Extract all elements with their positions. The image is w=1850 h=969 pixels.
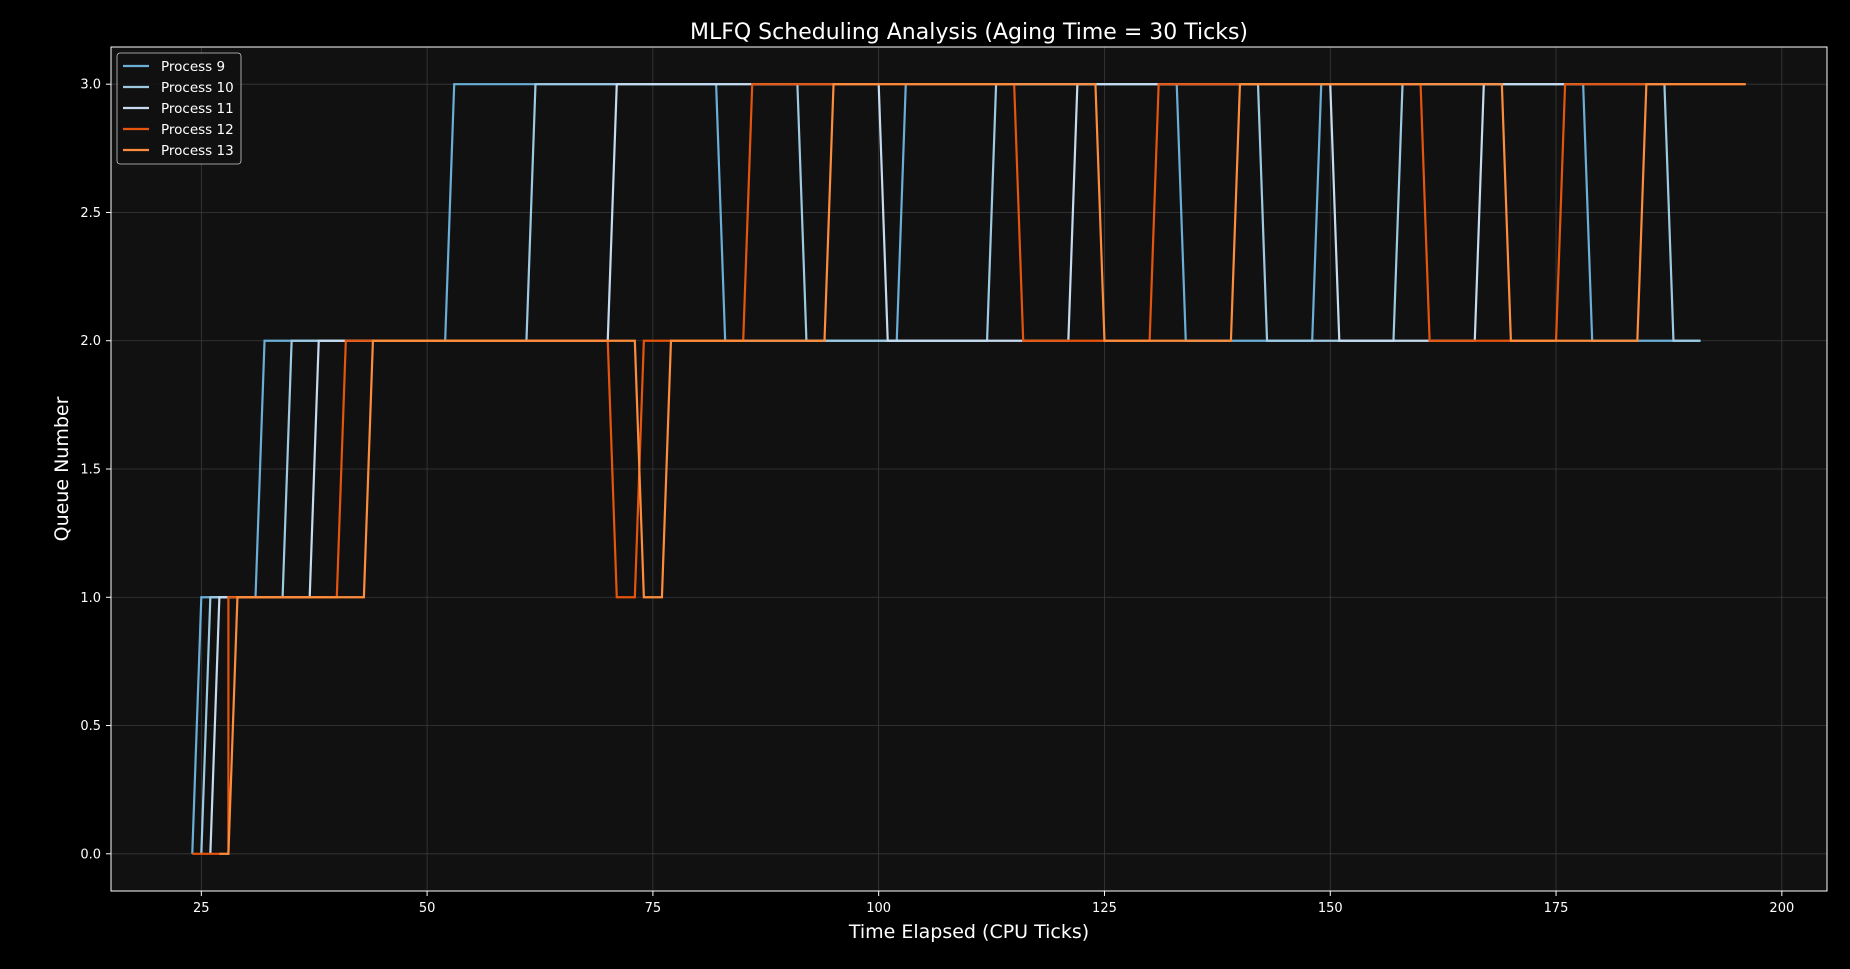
x-tick-label: 25 <box>193 901 210 916</box>
x-tick-label: 50 <box>419 901 436 916</box>
legend-label: Process 12 <box>161 122 234 138</box>
y-axis-ticks: 0.0 0.5 1.0 1.5 2.0 2.5 3.0 <box>80 78 111 862</box>
y-tick-label: 2.5 <box>80 206 101 221</box>
x-tick-label: 75 <box>645 901 662 916</box>
chart-title: MLFQ Scheduling Analysis (Aging Time = 3… <box>690 20 1248 45</box>
legend-label: Process 9 <box>161 59 225 75</box>
y-tick-label: 0.0 <box>80 847 101 862</box>
y-tick-label: 0.5 <box>80 719 101 734</box>
legend-box <box>116 52 242 165</box>
y-tick-label: 1.5 <box>80 463 101 478</box>
y-axis-label: Queue Number <box>51 396 73 541</box>
y-tick-label: 3.0 <box>80 78 101 93</box>
series-line-process-13 <box>219 83 1746 855</box>
legend-label: Process 10 <box>161 80 234 96</box>
legend-label: Process 13 <box>161 143 234 159</box>
series-line-process-12 <box>192 83 1746 855</box>
x-tick-label: 175 <box>1544 901 1569 916</box>
y-tick-label: 2.0 <box>80 334 101 349</box>
x-tick-label: 125 <box>1092 901 1117 916</box>
x-tick-label: 200 <box>1769 901 1794 916</box>
y-tick-label: 1.0 <box>80 591 101 606</box>
x-axis-label: Time Elapsed (CPU Ticks) <box>848 921 1089 943</box>
x-tick-label: 100 <box>866 901 891 916</box>
legend: Process 9 Process 10 Process 11 Process 12 P… <box>116 52 242 165</box>
x-axis-ticks: 25 50 75 100 125 150 175 200 <box>193 891 1794 916</box>
series-layer <box>191 83 1746 855</box>
x-tick-label: 150 <box>1318 901 1343 916</box>
legend-label: Process 11 <box>161 101 234 117</box>
